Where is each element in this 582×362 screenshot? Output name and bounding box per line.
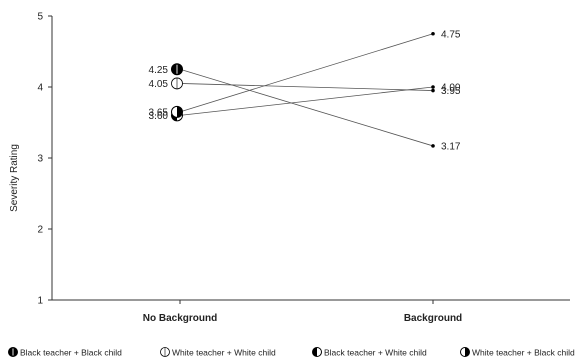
- series-markers: [171, 31, 435, 148]
- legend: Black teacher + Black child White teacher…: [8, 347, 575, 358]
- data-label-white-teacher-and-white-child: 4.05: [149, 79, 169, 90]
- legend-item-white-teacher-and-black-child: White teacher + Black child: [460, 347, 575, 358]
- data-label-black-teacher-and-white-child: 3.60: [149, 111, 169, 122]
- legend-item-black-teacher-and-black-child: Black teacher + Black child: [8, 347, 122, 358]
- legend-marker-white-teacher-and-black-child: [460, 347, 470, 357]
- data-label-black-teacher-and-black-child: 4.25: [149, 65, 169, 76]
- y-tick-label: 4: [37, 83, 43, 94]
- legend-label-white-teacher-and-white-child: White teacher + White child: [172, 348, 276, 358]
- series-line-black-teacher-and-white-child: [179, 86, 434, 116]
- x-tick-label: Background: [404, 313, 462, 324]
- x-tick-label: No Background: [143, 313, 217, 324]
- end-point-black-teacher-and-black-child: [431, 144, 435, 148]
- series-line-white-teacher-and-white-child: [179, 83, 434, 91]
- axes: [51, 16, 570, 301]
- data-label-white-teacher-and-black-child: 3.65: [149, 107, 169, 118]
- legend-label-black-teacher-and-white-child: Black teacher + White child: [324, 348, 427, 358]
- marker-black-teacher-and-black-child: [171, 63, 183, 76]
- series-line-black-teacher-and-black-child: [179, 68, 434, 147]
- end-point-white-teacher-and-white-child: [431, 88, 435, 93]
- y-tick-label: 1: [37, 296, 43, 307]
- end-point-black-teacher-and-white-child: [431, 85, 435, 89]
- data-label-black-teacher-and-white-child: 4.00: [441, 83, 461, 94]
- legend-marker-white-teacher-and-white-child: [160, 347, 170, 357]
- y-tick-label: 3: [37, 154, 43, 165]
- data-label-white-teacher-and-white-child: 3.95: [441, 86, 461, 97]
- legend-item-white-teacher-and-white-child: White teacher + White child: [160, 347, 276, 358]
- series-lines: [179, 33, 434, 147]
- x-axis-ticks: No Background Background: [143, 300, 462, 324]
- legend-label-black-teacher-and-black-child: Black teacher + Black child: [20, 348, 122, 358]
- legend-marker-black-teacher-and-black-child: [8, 347, 18, 357]
- end-point-white-teacher-and-black-child: [431, 31, 435, 36]
- marker-white-teacher-and-black-child: [171, 105, 183, 118]
- y-axis-ticks: 1 2 3 4 5: [37, 12, 52, 307]
- marker-white-teacher-and-white-child: [171, 77, 183, 90]
- legend-label-white-teacher-and-black-child: White teacher + Black child: [472, 348, 575, 358]
- series-line-white-teacher-and-black-child: [179, 33, 434, 113]
- legend-marker-black-teacher-and-white-child: [312, 347, 322, 357]
- data-label-black-teacher-and-black-child: 3.17: [441, 141, 461, 152]
- data-label-white-teacher-and-black-child: 4.75: [441, 29, 461, 40]
- data-labels: 4.25 3.17 4.05 3.95 3.60 4.00 3.65 4.75: [149, 29, 461, 152]
- y-axis-title: Severity Rating: [9, 144, 20, 212]
- legend-item-black-teacher-and-white-child: Black teacher + White child: [312, 347, 427, 358]
- y-tick-label: 5: [37, 12, 43, 23]
- y-tick-label: 2: [37, 225, 43, 236]
